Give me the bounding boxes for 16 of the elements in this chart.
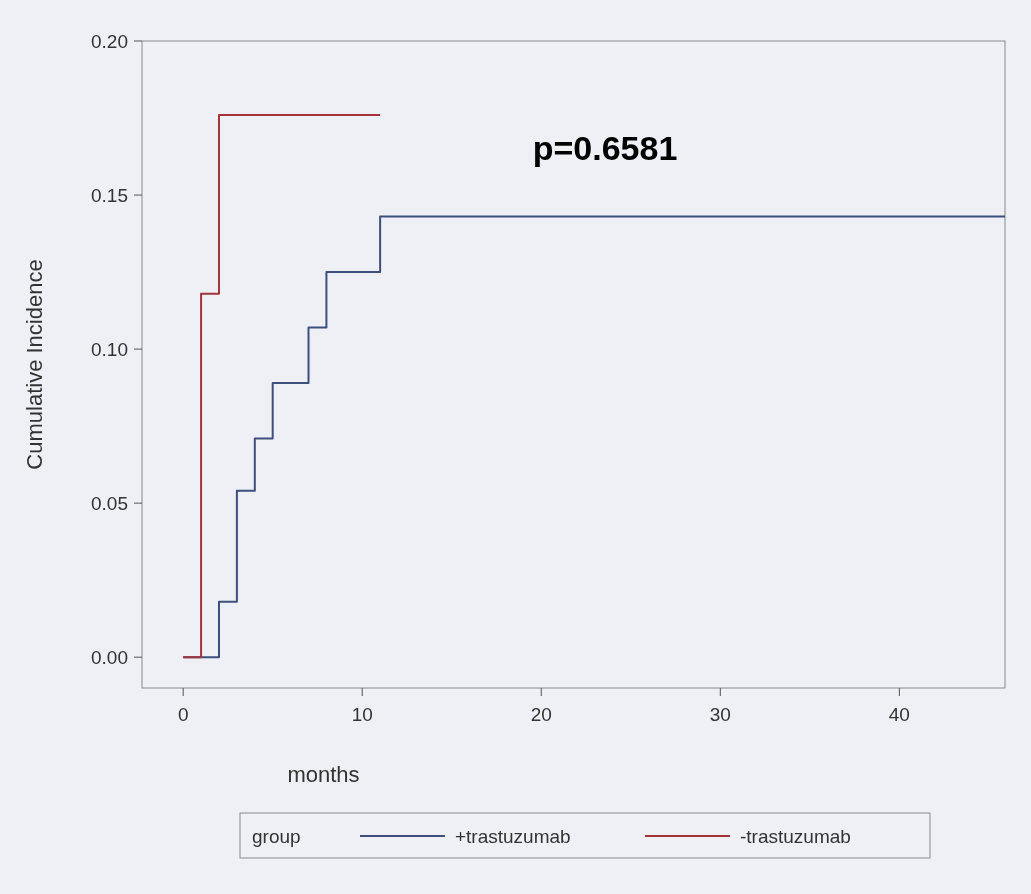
- legend-label: +trastuzumab: [455, 826, 571, 847]
- x-tick-label: 30: [709, 704, 731, 725]
- y-axis-title: Cumulative Incidence: [22, 259, 47, 470]
- legend-title: group: [252, 826, 301, 847]
- x-tick-label: 20: [530, 704, 552, 725]
- y-tick-label: 0.20: [91, 31, 128, 52]
- x-tick-label: 40: [888, 704, 910, 725]
- y-tick-label: 0.15: [91, 185, 128, 207]
- x-tick-label: 10: [351, 704, 373, 725]
- y-tick-label: 0.00: [91, 647, 128, 669]
- y-tick-label: 0.05: [91, 493, 128, 515]
- x-tick-label: 0: [177, 704, 189, 725]
- legend-label: -trastuzumab: [740, 826, 851, 847]
- annotation: p=0.6581: [532, 129, 678, 167]
- x-axis-title: months: [287, 762, 360, 787]
- y-tick-label: 0.10: [91, 339, 128, 361]
